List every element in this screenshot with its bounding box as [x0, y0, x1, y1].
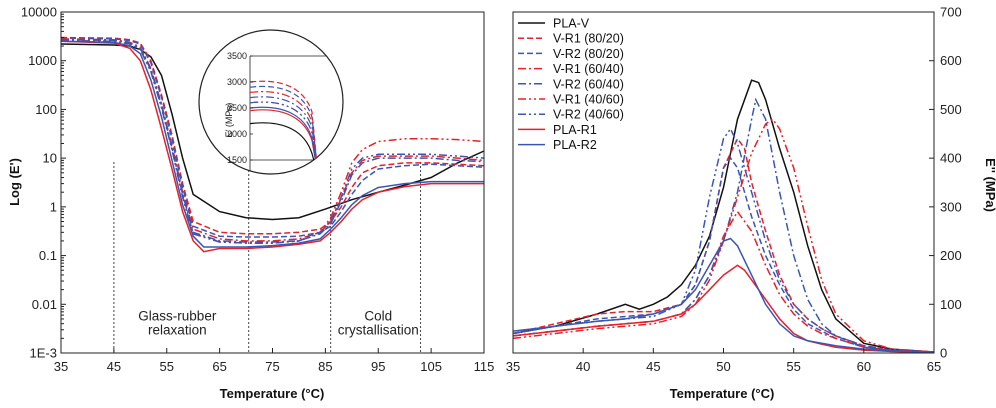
right-series-line-0 — [512, 79, 935, 353]
right-x-ticks: 35 40 45 50 55 60 65 — [506, 348, 941, 374]
inset-y-label: E' (MPa) — [224, 103, 234, 138]
right-y-tick-label-0: 0 — [940, 346, 947, 361]
left-annotation-1: relaxation — [148, 322, 207, 337]
right-series-line-6 — [512, 127, 935, 353]
left-series-line-6 — [60, 39, 485, 244]
legend-label-0: PLA-V — [553, 17, 590, 31]
inset-y-tick-label-0: 1500 — [227, 155, 247, 165]
left-y-tick-label-4: 10 — [43, 151, 57, 166]
left-x-tick-label-2: 55 — [160, 359, 174, 374]
left-x-tick-label-6: 95 — [371, 359, 385, 374]
left-x-tick-label-5: 85 — [318, 359, 332, 374]
left-y-tick-label-0: 1E-3 — [30, 346, 57, 361]
left-y-tick-label-2: 0.1 — [39, 248, 57, 263]
inset-series-line-1 — [249, 80, 319, 174]
inset-series-line-6 — [249, 101, 319, 174]
legend-label-6: V-R2 (40/60) — [553, 108, 624, 122]
legend-label-3: V-R1 (60/40) — [553, 62, 624, 76]
inset-y-ticks: 1500 2000 2500 3000 3500 — [227, 51, 253, 165]
inset-y-tick-label-4: 3500 — [227, 51, 247, 61]
inset-y-tick-label-2: 2500 — [227, 103, 247, 113]
inset-circle — [198, 29, 344, 175]
right-x-axis-label: Temperature (°C) — [670, 386, 775, 401]
left-series-line-2 — [60, 37, 485, 238]
left-annotation-3: crystallisation — [338, 322, 419, 337]
right-series-line-7 — [512, 264, 935, 354]
right-series-line-8 — [512, 237, 935, 354]
right-series-line-4 — [512, 97, 935, 353]
left-x-tick-label-4: 75 — [265, 359, 279, 374]
left-series-group — [60, 36, 485, 253]
right-x-tick-label-3: 50 — [716, 359, 730, 374]
right-series-group — [512, 79, 935, 354]
left-y-tick-label-5: 100 — [35, 102, 57, 117]
legend-label-4: V-R2 (60/40) — [553, 77, 624, 91]
inset-series-line-4 — [249, 96, 319, 174]
legend-label-8: PLA-R2 — [553, 138, 597, 152]
left-x-tick-label-1: 45 — [107, 359, 121, 374]
left-y-tick-label-7: 10000 — [21, 5, 57, 20]
left-y-tick-label-1: 0.01 — [32, 297, 57, 312]
loss-modulus-chart: 0 100 200 300 400 500 600 700 35 40 45 50 55 60 65 PL… — [506, 5, 996, 402]
inset-y-tick-label-1: 2000 — [227, 129, 247, 139]
right-x-tick-label-5: 60 — [857, 359, 871, 374]
left-x-tick-label-8: 115 — [474, 359, 495, 374]
left-x-tick-label-3: 65 — [212, 359, 226, 374]
right-x-tick-label-2: 45 — [646, 359, 660, 374]
left-annotation-0: Glass-rubber — [138, 308, 217, 323]
right-y-tick-label-4: 400 — [940, 151, 962, 166]
storage-modulus-chart: 1E-3 0.01 0.1 1 10 100 1000 10000 35 45 55 65 75 85 9… — [7, 5, 494, 402]
left-x-ticks: 35 45 55 65 75 85 95 105 115 — [54, 348, 495, 374]
left-series-line-8 — [60, 40, 484, 248]
inset-series-group — [249, 80, 319, 174]
inset-series-line-3 — [249, 91, 319, 174]
legend-label-5: V-R1 (40/60) — [553, 93, 624, 107]
right-y-tick-label-6: 600 — [940, 53, 962, 68]
left-y-axis-label: Log (E') — [7, 158, 22, 206]
left-series-line-1 — [60, 36, 485, 235]
left-x-tick-label-0: 35 — [54, 359, 68, 374]
right-y-tick-label-5: 500 — [940, 102, 962, 117]
right-x-tick-label-4: 55 — [786, 359, 800, 374]
right-y-tick-label-2: 200 — [940, 248, 962, 263]
right-y-tick-label-1: 100 — [940, 297, 962, 312]
right-y-tick-label-3: 300 — [940, 199, 962, 214]
legend-label-2: V-R2 (80/20) — [553, 47, 624, 61]
right-x-tick-label-0: 35 — [506, 359, 520, 374]
left-annotation-2: Cold — [364, 308, 392, 323]
inset-series-line-0 — [249, 122, 319, 174]
inset-series-line-2 — [249, 85, 319, 174]
right-legend: PLA-VV-R1 (80/20)V-R2 (80/20)V-R1 (60/40… — [518, 17, 624, 152]
right-x-tick-label-6: 65 — [927, 359, 941, 374]
left-x-axis-label: Temperature (°C) — [220, 386, 325, 401]
left-series-line-7 — [60, 40, 484, 253]
inset-y-tick-label-3: 3000 — [227, 77, 247, 87]
inset-series-line-7 — [249, 109, 319, 174]
right-y-ticks: 0 100 200 300 400 500 600 700 — [929, 5, 962, 361]
right-y-axis-label: E'' (MPa) — [983, 158, 996, 212]
right-series-line-5 — [512, 118, 935, 353]
right-x-tick-label-1: 40 — [576, 359, 590, 374]
inset-series-line-8 — [249, 106, 319, 174]
left-series-line-3 — [60, 38, 485, 242]
left-y-ticks: 1E-3 0.01 0.1 1 10 100 1000 10000 — [21, 5, 66, 361]
legend-label-1: V-R1 (80/20) — [553, 32, 624, 46]
right-y-tick-label-7: 700 — [940, 5, 962, 20]
left-x-tick-label-7: 105 — [420, 359, 442, 374]
left-y-tick-label-6: 1000 — [28, 53, 57, 68]
legend-label-7: PLA-R1 — [553, 123, 597, 137]
left-y-tick-label-3: 1 — [50, 199, 57, 214]
inset-magnifier: 1500 2000 2500 3000 3500 E' (MPa) — [198, 29, 344, 175]
